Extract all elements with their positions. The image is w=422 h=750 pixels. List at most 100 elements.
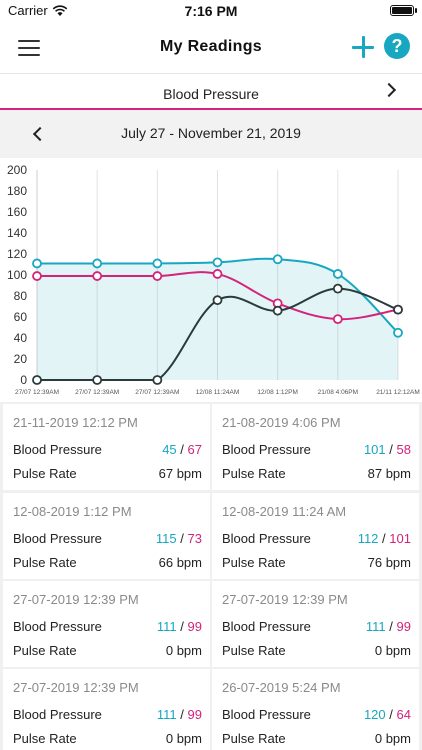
data-point [332, 269, 343, 279]
y-tick-label: 40 [14, 331, 28, 345]
chevron-right-icon[interactable] [384, 83, 396, 95]
reading-timestamp: 12-08-2019 11:24 AM [222, 504, 347, 519]
blood-pressure-label: Blood Pressure [222, 442, 311, 457]
pulse-rate-label: Pulse Rate [13, 555, 77, 570]
diastolic-value: 99 [396, 619, 411, 634]
y-tick-label: 140 [7, 226, 27, 240]
diastolic-value: 64 [396, 707, 411, 722]
x-tick-label: 12/08 1:12PM [257, 389, 297, 396]
systolic-value: 111 [365, 619, 386, 634]
reading-card[interactable]: 12-08-2019 11:24 AM Blood Pressure 112 / 1… [212, 493, 419, 579]
add-reading-button[interactable] [350, 34, 376, 60]
reading-type-selector: Blood Pressure [0, 74, 422, 110]
blood-pressure-label: Blood Pressure [13, 619, 102, 634]
value-separator: / [389, 619, 393, 634]
data-point [152, 375, 163, 385]
blood-pressure-label: Blood Pressure [13, 707, 102, 722]
reading-card[interactable]: 12-08-2019 1:12 PM Blood Pressure 115 / 73… [3, 493, 210, 579]
data-point [32, 258, 42, 269]
blood-pressure-value: 101 / 58 [364, 442, 411, 457]
reading-card[interactable]: 27-07-2019 12:39 PM Blood Pressure 111 / 9… [3, 669, 210, 750]
pulse-rate-value: 87 bpm [367, 466, 411, 481]
x-tick-label: 27/07 12:39AM [135, 389, 179, 396]
y-tick-label: 20 [14, 352, 28, 366]
diastolic-value: 99 [187, 619, 202, 634]
blood-pressure-label: Blood Pressure [13, 531, 102, 546]
x-tick-label: 27/07 12:39AM [75, 389, 119, 396]
blood-pressure-value: 45 / 67 [162, 442, 202, 457]
data-point [32, 375, 42, 385]
wifi-icon [52, 4, 67, 16]
data-point [92, 271, 103, 281]
blood-pressure-label: Blood Pressure [222, 531, 311, 546]
pulse-rate-label: Pulse Rate [222, 643, 286, 658]
status-bar: Carrier 7:16 PM [0, 0, 422, 22]
diastolic-value: 67 [187, 442, 202, 457]
diastolic-value: 73 [187, 531, 202, 546]
pulse-rate-value: 67 bpm [158, 466, 202, 481]
data-point [393, 304, 403, 315]
hamburger-icon[interactable] [18, 40, 40, 56]
diastolic-value: 99 [187, 707, 202, 722]
data-point [92, 375, 103, 385]
page-title: My Readings [160, 38, 262, 55]
value-separator: / [180, 442, 184, 457]
value-separator: / [389, 442, 393, 457]
reading-timestamp: 27-07-2019 12:39 PM [13, 592, 139, 607]
y-tick-label: 200 [7, 163, 27, 177]
pulse-rate-label: Pulse Rate [222, 466, 286, 481]
value-separator: / [389, 707, 393, 722]
date-range-label: July 27 - November 21, 2019 [121, 125, 301, 141]
reading-timestamp: 12-08-2019 1:12 PM [13, 504, 132, 519]
systolic-value: 112 [357, 531, 379, 546]
pulse-rate-label: Pulse Rate [13, 466, 77, 481]
blood-pressure-label: Blood Pressure [222, 619, 311, 634]
reading-card[interactable]: 26-07-2019 5:24 PM Blood Pressure 120 / 64… [212, 669, 419, 750]
value-separator: / [180, 707, 184, 722]
reading-card[interactable]: 27-07-2019 12:39 PM Blood Pressure 111 / 9… [3, 581, 210, 667]
blood-pressure-value: 111 / 99 [157, 619, 202, 634]
data-point [32, 271, 42, 281]
data-point [152, 258, 163, 269]
pulse-rate-label: Pulse Rate [13, 731, 77, 746]
pulse-rate-value: 66 bpm [158, 555, 202, 570]
blood-pressure-label: Blood Pressure [13, 442, 102, 457]
systolic-value: 45 [162, 442, 177, 457]
diastolic-value: 101 [389, 531, 411, 546]
systolic-value: 115 [155, 531, 177, 546]
blood-pressure-label: Blood Pressure [222, 707, 311, 722]
pulse-rate-value: 0 bpm [165, 643, 202, 658]
reading-timestamp: 27-07-2019 12:39 PM [13, 680, 139, 695]
diastolic-value: 58 [396, 442, 411, 457]
y-tick-label: 100 [7, 268, 27, 282]
reading-card[interactable]: 27-07-2019 12:39 PM Blood Pressure 111 / 9… [212, 581, 419, 667]
pulse-rate-value: 0 bpm [374, 731, 411, 746]
carrier: Carrier [8, 3, 68, 18]
battery-icon [390, 5, 417, 16]
reading-card[interactable]: 21-11-2019 12:12 PM Blood Pressure 45 / 67… [3, 404, 210, 490]
date-range-bar: July 27 - November 21, 2019 [0, 110, 422, 158]
pulse-rate-label: Pulse Rate [222, 731, 286, 746]
y-tick-label: 80 [14, 289, 28, 303]
blood-pressure-value: 111 / 99 [366, 619, 411, 634]
systolic-value: 111 [156, 707, 177, 722]
value-separator: / [180, 531, 184, 546]
help-button[interactable]: ? [384, 33, 410, 59]
pulse-rate-value: 0 bpm [374, 643, 411, 658]
systolic-value: 101 [363, 442, 386, 457]
y-tick-label: 60 [14, 310, 28, 324]
pulse-rate-value: 76 bpm [367, 555, 411, 570]
chart-svg: 0 20 40 60 80 100 120 140 160 180 200 27/07 12:39AM… [7, 163, 420, 396]
reading-timestamp: 21-11-2019 12:12 PM [13, 415, 138, 430]
x-tick-label: 12/08 11:24AM [196, 389, 240, 396]
reading-card[interactable]: 21-08-2019 4:06 PM Blood Pressure 101 / 58… [212, 404, 419, 490]
pulse-rate-label: Pulse Rate [13, 643, 77, 658]
readings-chart: 0 20 40 60 80 100 120 140 160 180 200 27/07 12:39AM… [0, 158, 422, 396]
value-separator: / [382, 531, 386, 546]
systolic-value: 120 [363, 707, 386, 722]
y-tick-label: 160 [7, 205, 27, 219]
data-point [272, 305, 283, 316]
y-tick-label: 180 [7, 184, 27, 198]
data-point [152, 271, 163, 281]
x-tick-label: 21/11 12:12AM [376, 389, 420, 396]
